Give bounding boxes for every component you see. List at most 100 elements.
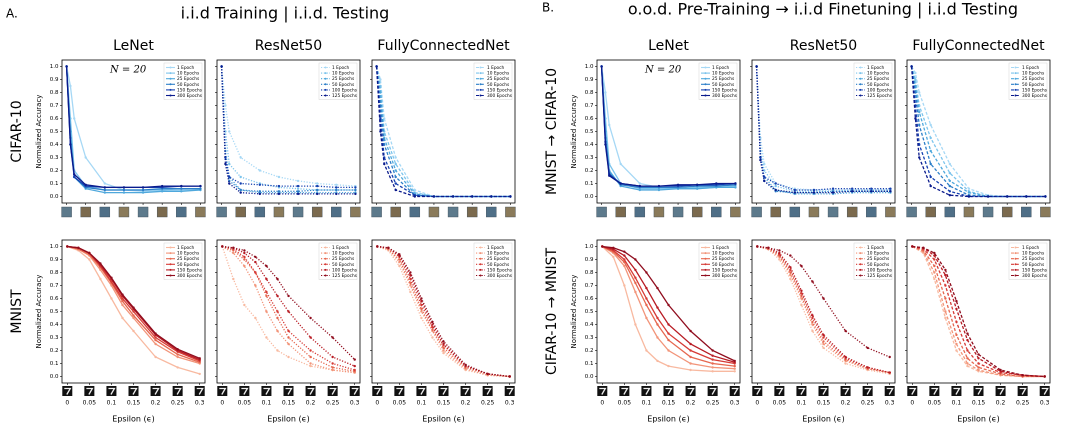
legend-marker bbox=[169, 66, 172, 69]
digit-glyph bbox=[329, 387, 337, 395]
legend-marker bbox=[324, 268, 327, 271]
digit-glyph bbox=[709, 387, 717, 395]
data-point bbox=[331, 355, 334, 359]
legend-marker bbox=[324, 83, 327, 86]
x-tick-image bbox=[504, 386, 515, 396]
data-point bbox=[69, 143, 72, 146]
legend-label: 150 Epochs bbox=[177, 87, 203, 93]
data-point bbox=[154, 338, 157, 342]
data-point bbox=[667, 323, 670, 326]
data-point bbox=[176, 366, 179, 369]
data-point bbox=[354, 188, 357, 192]
x-tick-image bbox=[685, 386, 696, 396]
data-point bbox=[73, 117, 76, 120]
legend-label: 10 Epochs bbox=[332, 251, 355, 257]
data-point bbox=[509, 195, 512, 198]
data-point bbox=[656, 359, 659, 363]
x-tick-image bbox=[1017, 386, 1028, 396]
legend-marker bbox=[1014, 268, 1017, 271]
data-point bbox=[122, 191, 126, 194]
legend-label: 300 Epochs bbox=[1022, 273, 1048, 279]
data-point bbox=[154, 342, 157, 346]
data-point bbox=[634, 290, 637, 294]
data-point bbox=[277, 184, 281, 188]
data-point bbox=[734, 186, 737, 189]
legend-box bbox=[698, 242, 738, 280]
data-point bbox=[254, 271, 257, 274]
digit-glyph bbox=[776, 387, 784, 395]
data-point bbox=[394, 162, 397, 166]
data-point bbox=[353, 364, 356, 368]
series-line bbox=[755, 66, 891, 192]
data-point bbox=[667, 349, 670, 352]
data-point bbox=[977, 357, 980, 360]
data-point bbox=[689, 362, 692, 365]
x-tick-label: 0 bbox=[755, 400, 759, 407]
data-point bbox=[986, 195, 990, 198]
digit-glyph bbox=[621, 387, 629, 395]
x-tick-label: 0.25 bbox=[481, 400, 495, 407]
x-tick-label: 0.2 bbox=[841, 400, 851, 407]
data-point bbox=[394, 182, 397, 185]
legend-label: 100 Epochs bbox=[332, 87, 358, 93]
legend-marker bbox=[859, 72, 862, 75]
x-tick-image bbox=[118, 206, 130, 218]
y-tick-label: 0.2 bbox=[585, 348, 594, 354]
data-point bbox=[224, 104, 227, 107]
data-point bbox=[121, 299, 124, 303]
legend-marker bbox=[169, 72, 172, 75]
digit-glyph bbox=[754, 387, 762, 395]
data-point bbox=[634, 281, 637, 285]
y-tick-label: 0.7 bbox=[50, 283, 59, 289]
data-point bbox=[933, 277, 936, 281]
data-point bbox=[309, 355, 312, 359]
legend-label: 50 Epochs bbox=[332, 262, 355, 268]
data-point bbox=[442, 340, 445, 343]
digit-glyph bbox=[64, 387, 72, 395]
x-tick-label: 0.3 bbox=[885, 400, 895, 407]
x-tick-image bbox=[438, 386, 449, 396]
data-point bbox=[232, 277, 235, 281]
data-point bbox=[420, 316, 423, 320]
data-point bbox=[432, 195, 436, 198]
data-point bbox=[420, 297, 423, 300]
data-point bbox=[866, 366, 869, 369]
legend-label: 25 Epochs bbox=[867, 76, 890, 82]
data-point bbox=[394, 175, 397, 179]
series-line bbox=[221, 246, 355, 374]
data-point bbox=[141, 186, 145, 189]
x-tick-image bbox=[846, 206, 858, 218]
data-point bbox=[331, 362, 334, 365]
data-point bbox=[634, 323, 637, 326]
legend-marker bbox=[479, 274, 482, 277]
digit-glyph bbox=[909, 387, 917, 395]
legend-marker bbox=[324, 77, 327, 80]
legend-label: 25 Epochs bbox=[177, 76, 200, 82]
x-tick-label: 0.15 bbox=[972, 400, 986, 407]
legend-marker bbox=[704, 88, 707, 91]
data-point bbox=[933, 258, 936, 261]
legend-box bbox=[318, 62, 358, 100]
data-point bbox=[1005, 195, 1009, 198]
y-tick-label: 0.7 bbox=[585, 283, 594, 289]
x-tick-image bbox=[995, 386, 1006, 396]
row-label: MNIST bbox=[9, 289, 25, 334]
legend-marker bbox=[1014, 72, 1017, 75]
legend-label: 10 Epochs bbox=[867, 251, 890, 257]
data-point bbox=[276, 329, 279, 333]
legend-marker bbox=[859, 88, 862, 91]
data-point bbox=[239, 156, 242, 159]
data-point bbox=[228, 130, 231, 133]
data-point bbox=[800, 264, 803, 268]
data-point bbox=[470, 195, 474, 198]
data-point bbox=[442, 342, 445, 346]
digit-glyph bbox=[953, 387, 961, 395]
data-point bbox=[944, 297, 947, 300]
series-line bbox=[911, 66, 1046, 198]
data-point bbox=[254, 255, 257, 259]
legend-label: 25 Epochs bbox=[487, 256, 510, 262]
annotation: N = 20 bbox=[644, 65, 682, 76]
data-point bbox=[778, 251, 781, 255]
series-line bbox=[757, 245, 890, 374]
legend-marker bbox=[1014, 257, 1017, 260]
